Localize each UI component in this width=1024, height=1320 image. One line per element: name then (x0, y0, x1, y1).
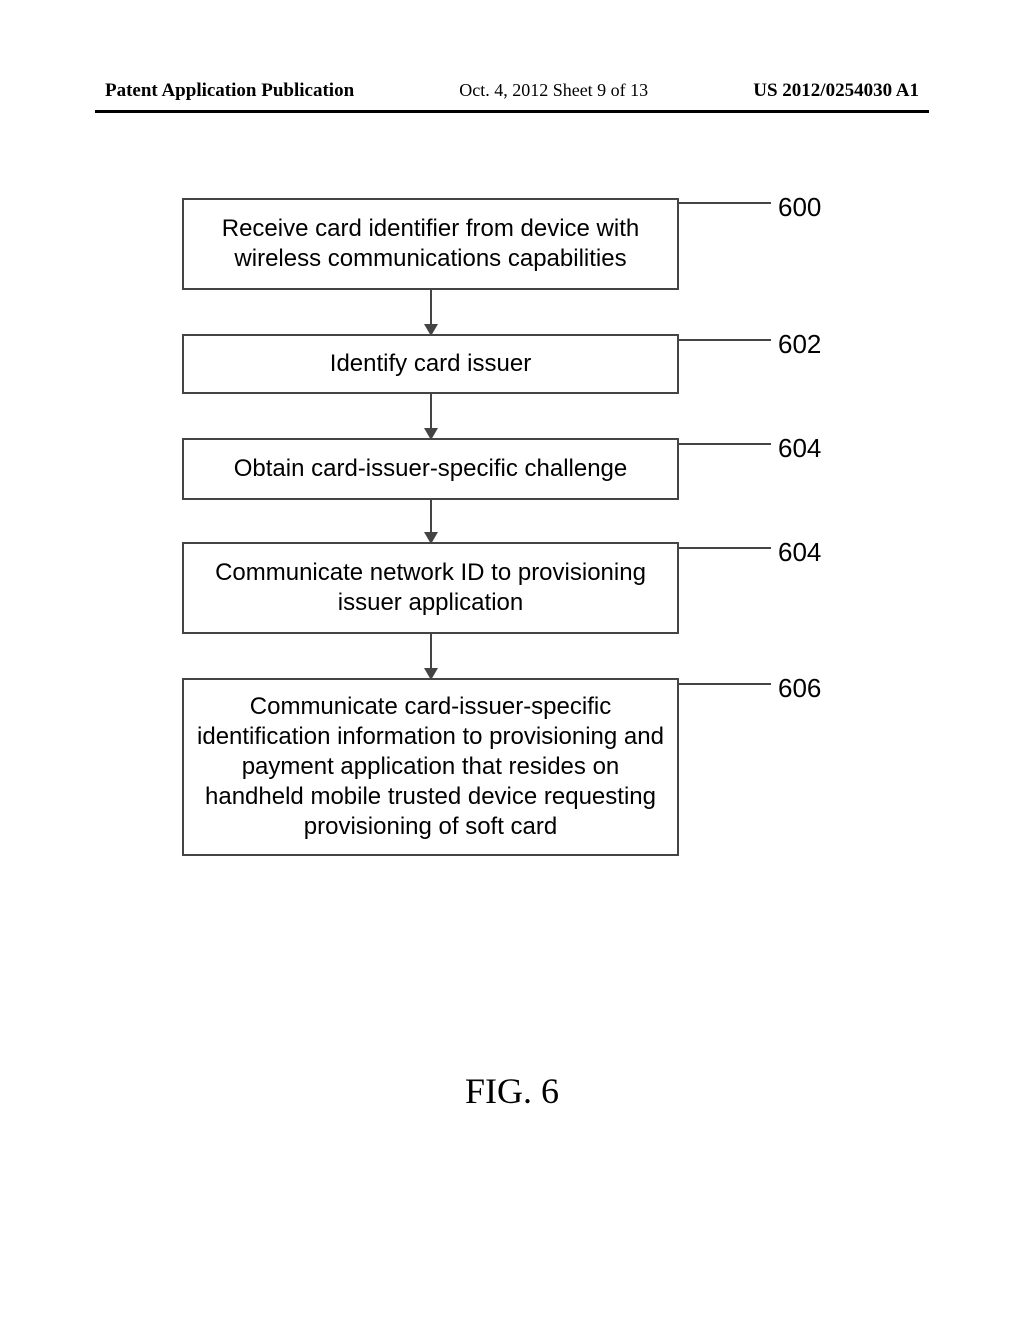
flow-box-b600: Receive card identifier from device with… (182, 198, 679, 290)
header-mid: Oct. 4, 2012 Sheet 9 of 13 (459, 80, 648, 101)
flow-connector (430, 290, 432, 326)
flow-box-b604a: Obtain card-issuer-specific challenge (182, 438, 679, 500)
header-right: US 2012/0254030 A1 (753, 80, 919, 102)
flow-box-b606: Communicate card-issuer-specific identif… (182, 678, 679, 856)
flowchart-diagram: Receive card identifier from device with… (0, 190, 1024, 1320)
arrowhead-icon (424, 532, 438, 544)
leader-line (679, 443, 771, 445)
leader-line (679, 683, 771, 685)
page: Patent Application Publication Oct. 4, 2… (0, 0, 1024, 1320)
flow-connector (430, 394, 432, 430)
flow-box-b604b: Communicate network ID to provisioning i… (182, 542, 679, 634)
flow-connector (430, 634, 432, 670)
figure-caption: FIG. 6 (465, 1070, 559, 1112)
leader-line (679, 202, 771, 204)
header-row: Patent Application Publication Oct. 4, 2… (105, 80, 919, 102)
header-left: Patent Application Publication (105, 80, 354, 102)
leader-line (679, 339, 771, 341)
header-rule (95, 110, 929, 113)
ref-label-604: 604 (778, 537, 821, 568)
arrowhead-icon (424, 428, 438, 440)
flow-box-b602: Identify card issuer (182, 334, 679, 394)
ref-label-606: 606 (778, 673, 821, 704)
ref-label-604: 604 (778, 433, 821, 464)
leader-line (679, 547, 771, 549)
arrowhead-icon (424, 324, 438, 336)
flow-connector (430, 500, 432, 534)
ref-label-600: 600 (778, 192, 821, 223)
ref-label-602: 602 (778, 329, 821, 360)
arrowhead-icon (424, 668, 438, 680)
page-header: Patent Application Publication Oct. 4, 2… (0, 80, 1024, 102)
